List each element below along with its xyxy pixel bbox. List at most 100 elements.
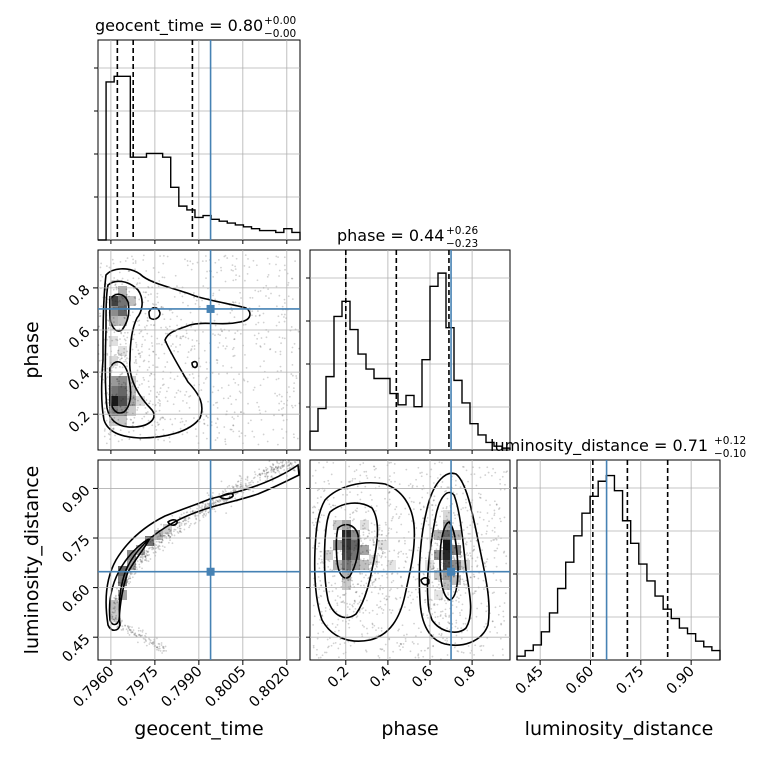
- sample-point: [252, 481, 255, 484]
- sample-point: [282, 419, 285, 422]
- sample-point: [265, 284, 268, 287]
- sample-point: [292, 390, 295, 393]
- sample-point: [312, 604, 315, 607]
- sample-point: [157, 285, 160, 288]
- sample-point: [187, 337, 190, 340]
- sample-point: [113, 354, 116, 357]
- sample-point: [143, 551, 146, 554]
- sample-point: [161, 652, 164, 654]
- sample-point: [384, 539, 387, 542]
- sample-point: [422, 655, 425, 658]
- sample-point: [111, 615, 114, 618]
- sample-point: [167, 534, 170, 537]
- sample-point: [434, 504, 437, 507]
- sample-point: [376, 604, 378, 606]
- sample-point: [240, 481, 242, 484]
- sample-point: [375, 467, 377, 470]
- sample-point: [444, 639, 447, 642]
- sample-point: [337, 618, 340, 621]
- sample-point: [141, 559, 144, 562]
- sample-point: [455, 493, 458, 495]
- sample-point: [270, 466, 273, 468]
- sample-point: [375, 564, 378, 567]
- sample-point: [132, 320, 135, 323]
- sample-point: [132, 403, 134, 406]
- sample-point: [272, 468, 275, 471]
- sample-point: [379, 605, 382, 608]
- sample-point: [259, 345, 262, 347]
- sample-point: [400, 550, 402, 553]
- sample-point: [137, 277, 140, 280]
- sample-point: [353, 641, 356, 644]
- sample-point: [183, 519, 186, 522]
- sample-point: [214, 439, 217, 441]
- sample-point: [188, 526, 190, 529]
- sample-point: [131, 576, 134, 579]
- sample-point: [448, 622, 451, 625]
- sample-point: [225, 499, 228, 502]
- sample-point: [236, 484, 239, 487]
- sample-point: [216, 313, 219, 316]
- gridlines: [98, 40, 720, 660]
- sample-point: [397, 552, 400, 555]
- sample-point: [334, 626, 337, 629]
- sample-point: [324, 606, 327, 609]
- sample-point: [374, 572, 376, 575]
- sample-point: [291, 277, 294, 280]
- sample-point: [320, 595, 323, 598]
- sample-point: [384, 643, 387, 646]
- sample-point: [165, 649, 168, 652]
- sample-point: [282, 465, 285, 467]
- sample-point: [161, 545, 164, 548]
- sample-point: [426, 647, 429, 650]
- density-cell: [443, 510, 452, 520]
- sample-point: [431, 513, 434, 516]
- sample-point: [325, 651, 328, 654]
- sample-point: [225, 410, 228, 413]
- sample-point: [205, 415, 208, 418]
- sample-point: [402, 642, 405, 645]
- density-cell: [342, 530, 351, 540]
- sample-point: [188, 406, 191, 409]
- sample-point: [132, 567, 135, 570]
- sample-point: [195, 518, 198, 521]
- sample-point: [400, 584, 403, 587]
- sample-point: [342, 652, 345, 655]
- sample-point: [127, 270, 130, 273]
- sample-point: [222, 365, 224, 367]
- sample-point: [150, 342, 153, 344]
- sample-point: [224, 488, 227, 491]
- sample-point: [201, 510, 204, 513]
- sample-point: [119, 405, 122, 408]
- sample-point: [381, 533, 384, 536]
- sample-point: [448, 616, 450, 618]
- sample-point: [115, 614, 118, 617]
- sample-point: [130, 630, 133, 633]
- sample-point: [312, 623, 315, 626]
- sample-point: [266, 475, 269, 478]
- sample-point: [124, 624, 126, 627]
- sample-point: [503, 471, 505, 473]
- sample-point: [136, 560, 139, 563]
- sample-point: [155, 396, 158, 399]
- sample-point: [465, 469, 468, 472]
- sample-point: [388, 638, 391, 641]
- sample-point: [129, 581, 132, 583]
- sample-point: [467, 480, 469, 483]
- sample-point: [302, 620, 304, 622]
- sample-point: [125, 357, 128, 360]
- sample-point: [328, 503, 331, 506]
- sample-point: [288, 463, 291, 466]
- sample-point: [161, 378, 164, 380]
- sample-point: [458, 555, 460, 558]
- sample-point: [371, 626, 374, 629]
- sample-point: [113, 596, 116, 599]
- sample-point: [163, 383, 165, 386]
- sample-point: [298, 455, 300, 457]
- sample-point: [111, 615, 114, 618]
- sample-point: [378, 528, 381, 531]
- sample-point: [204, 255, 207, 257]
- sample-point: [282, 465, 285, 467]
- sample-point: [472, 550, 474, 552]
- sample-point: [126, 418, 128, 421]
